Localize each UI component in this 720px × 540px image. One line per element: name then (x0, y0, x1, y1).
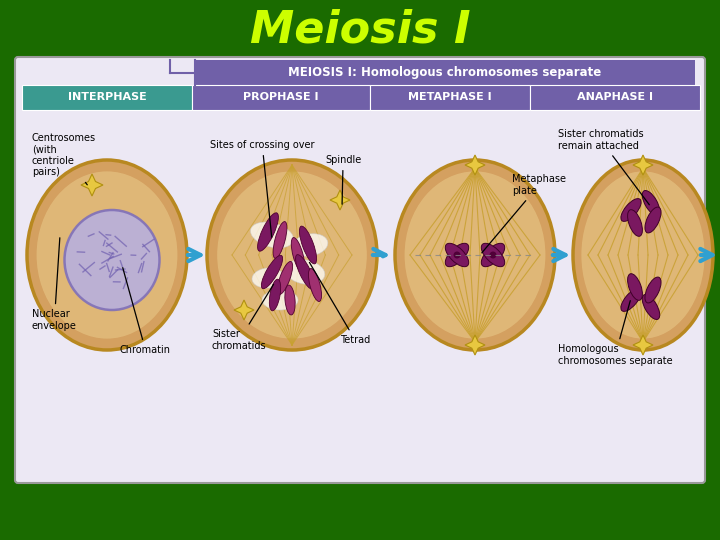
Bar (370, 85, 530, 110)
Ellipse shape (285, 285, 295, 315)
Ellipse shape (454, 252, 461, 259)
Ellipse shape (481, 244, 505, 267)
Ellipse shape (37, 171, 177, 339)
Ellipse shape (292, 238, 305, 273)
Polygon shape (465, 155, 485, 175)
Text: Meiosis I: Meiosis I (250, 9, 470, 51)
Text: Tetrad: Tetrad (310, 262, 370, 345)
Ellipse shape (642, 191, 660, 215)
Text: INTERPHASE: INTERPHASE (68, 92, 146, 103)
Text: Metaphase
plate: Metaphase plate (482, 174, 566, 253)
Text: Sister chromatids
remain attached: Sister chromatids remain attached (558, 129, 649, 205)
Polygon shape (633, 335, 653, 355)
Ellipse shape (645, 277, 661, 303)
Ellipse shape (621, 199, 641, 221)
Text: Chromatin: Chromatin (120, 268, 171, 355)
Ellipse shape (269, 279, 281, 311)
Ellipse shape (252, 268, 284, 288)
Ellipse shape (285, 260, 325, 285)
Polygon shape (465, 335, 485, 355)
Ellipse shape (295, 255, 315, 289)
Text: MEIOSIS I: Homologous chromosomes separate: MEIOSIS I: Homologous chromosomes separa… (289, 66, 602, 79)
Polygon shape (234, 300, 254, 320)
Polygon shape (330, 190, 350, 210)
Ellipse shape (207, 160, 377, 350)
Ellipse shape (645, 207, 661, 233)
Text: Centrosomes
(with
centriole
pairs): Centrosomes (with centriole pairs) (32, 133, 96, 185)
Ellipse shape (308, 268, 322, 301)
Ellipse shape (27, 160, 187, 350)
Ellipse shape (277, 261, 292, 294)
Bar (22, 85, 192, 110)
Ellipse shape (395, 160, 555, 350)
Bar (195, 60, 695, 85)
Ellipse shape (217, 171, 366, 339)
Ellipse shape (292, 234, 328, 256)
Ellipse shape (490, 252, 497, 259)
Ellipse shape (273, 221, 287, 259)
Text: Nuclear
envelope: Nuclear envelope (32, 238, 77, 331)
Ellipse shape (262, 290, 298, 310)
Ellipse shape (445, 244, 469, 267)
Bar (530, 85, 700, 110)
Ellipse shape (300, 226, 317, 264)
Text: Spindle: Spindle (325, 155, 361, 204)
Ellipse shape (251, 222, 294, 248)
Ellipse shape (621, 288, 641, 312)
Text: Sister
chromatids: Sister chromatids (212, 285, 274, 351)
Ellipse shape (405, 171, 546, 339)
Polygon shape (633, 155, 653, 175)
Bar (192, 85, 370, 110)
Ellipse shape (261, 255, 283, 289)
Text: Homologous
chromosomes separate: Homologous chromosomes separate (558, 301, 672, 366)
Text: Sites of crossing over: Sites of crossing over (210, 140, 315, 237)
Polygon shape (81, 174, 103, 196)
Ellipse shape (65, 210, 160, 310)
Text: PROPHASE I: PROPHASE I (243, 92, 319, 103)
Ellipse shape (481, 244, 505, 267)
Ellipse shape (582, 171, 705, 339)
Ellipse shape (628, 274, 642, 300)
Ellipse shape (573, 160, 713, 350)
Text: METAPHASE I: METAPHASE I (408, 92, 492, 103)
Ellipse shape (628, 210, 642, 237)
Ellipse shape (642, 294, 660, 320)
FancyBboxPatch shape (15, 57, 705, 483)
Text: ANAPHASE I: ANAPHASE I (577, 92, 653, 103)
Ellipse shape (258, 213, 279, 251)
Ellipse shape (445, 244, 469, 267)
